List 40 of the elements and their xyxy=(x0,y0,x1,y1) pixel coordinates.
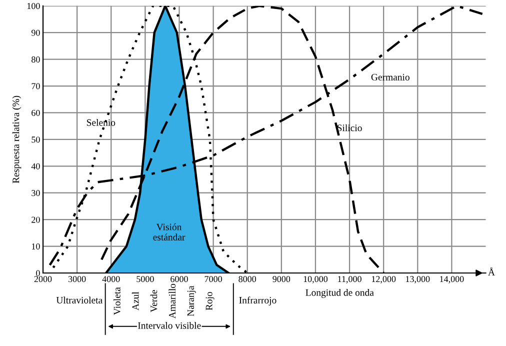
y-tick-label: 20 xyxy=(32,216,40,223)
y-tick-label: 50 xyxy=(32,136,40,143)
series-label: Silicio xyxy=(337,124,362,132)
x-tick-label: 14,000 xyxy=(440,276,464,284)
text: Amarillo xyxy=(168,284,176,318)
x-tick-label: 4000 xyxy=(102,276,120,282)
x-tick-label: 8000 xyxy=(238,276,256,282)
x-tick-label: 9000 xyxy=(272,276,290,282)
y-tick-label: 100 xyxy=(27,3,40,10)
y-tick-label: 60 xyxy=(32,110,40,116)
y-tick-label: 10 xyxy=(32,243,40,250)
x-tick-label: 10,000 xyxy=(304,276,328,284)
text: Rojo xyxy=(206,292,214,310)
series-label: Visión estándar xyxy=(153,223,186,240)
y-axis-title: Respuesta relativa (%) xyxy=(12,96,22,184)
y-tick-label: 90 xyxy=(31,30,40,36)
x-tick-label: 11,000 xyxy=(338,276,362,284)
text: Naranja xyxy=(187,286,196,316)
y-tick-label: 30 xyxy=(32,190,40,196)
x-tick-label: 13,000 xyxy=(406,276,430,284)
y-tick-label: 70 xyxy=(32,83,40,90)
x-tick-label: 12,000 xyxy=(372,276,396,284)
x-tick-label: 3000 xyxy=(68,276,86,282)
text: Infrarrojo xyxy=(239,296,276,306)
text: Å xyxy=(488,267,495,276)
y-tick-label: 80 xyxy=(32,56,40,63)
text: Ultravioleta xyxy=(56,296,102,304)
series-label: Selenio xyxy=(86,119,116,126)
x-tick-label: 2000 xyxy=(34,276,52,282)
y-tick-label: 0 xyxy=(36,270,40,276)
text: Verde xyxy=(150,290,158,312)
text: Intervalo visible xyxy=(138,322,201,329)
y-tick-label: 40 xyxy=(31,163,40,170)
x-axis-title: Longitud de onda xyxy=(306,289,374,298)
series-label: Germanio xyxy=(371,74,410,80)
x-tick-label: 5000 xyxy=(136,276,154,282)
x-tick-label: 6000 xyxy=(170,276,188,282)
x-tick-label: 7000 xyxy=(204,276,222,282)
text: Violeta xyxy=(114,287,120,315)
text: Azul xyxy=(132,292,139,310)
